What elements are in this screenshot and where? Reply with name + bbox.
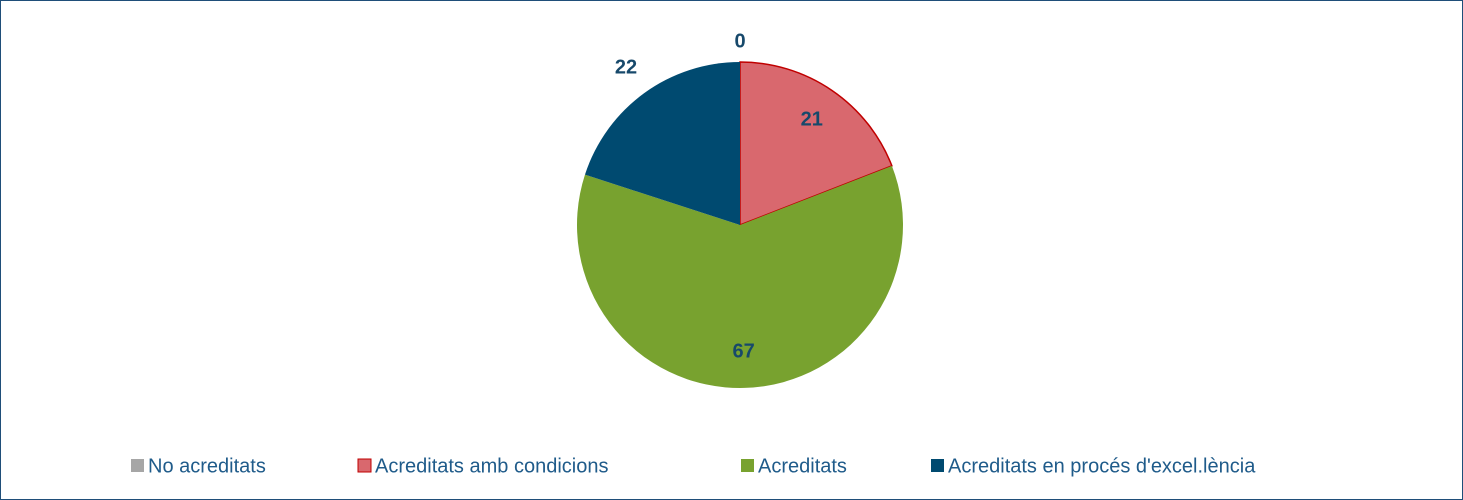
legend-label: No acreditats [148, 455, 266, 477]
legend-swatch [357, 458, 372, 473]
legend-swatch [931, 459, 944, 472]
pie-slice [577, 165, 904, 389]
data-label: 22 [615, 56, 637, 78]
pie-slice [584, 62, 740, 225]
legend-label: Acreditats amb condicions [375, 455, 608, 477]
data-label: 0 [734, 31, 745, 53]
legend-label: Acreditats en procés d'excel.lència [948, 455, 1256, 477]
legend-swatch [131, 459, 144, 472]
pie-slice [739, 61, 893, 227]
data-label: 67 [733, 340, 755, 362]
legend-swatch [741, 459, 754, 472]
legend-label: Acreditats [758, 455, 847, 477]
data-label: 21 [801, 108, 823, 130]
